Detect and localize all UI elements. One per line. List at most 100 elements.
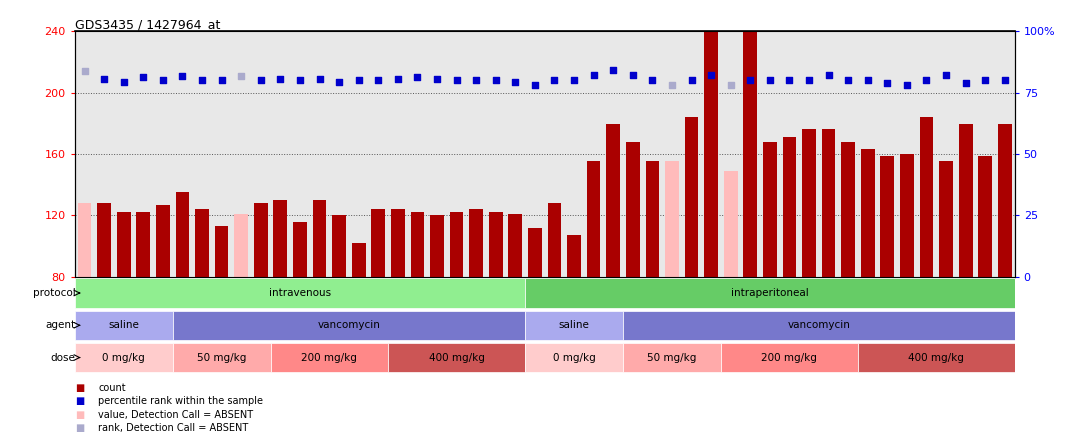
Text: 400 mg/kg: 400 mg/kg [428,353,485,363]
Bar [273,200,287,277]
Point [292,77,309,84]
Text: agent: agent [46,320,76,330]
Bar [528,228,541,277]
Bar [313,200,327,277]
Bar [783,137,797,277]
Bar [900,154,914,277]
Point [331,78,348,85]
Text: intraperitoneal: intraperitoneal [731,288,808,298]
Bar [724,171,738,277]
Point [663,82,680,89]
Bar [388,343,525,372]
Bar [626,142,640,277]
Bar [234,214,248,277]
Bar [332,215,346,277]
Bar [450,212,464,277]
Point [389,75,406,82]
Bar [116,212,130,277]
Point [722,82,739,89]
Bar [293,222,307,277]
Bar [567,235,581,277]
Bar [858,343,1015,372]
Bar [75,311,173,340]
Bar [372,209,386,277]
Text: 200 mg/kg: 200 mg/kg [301,353,357,363]
Text: intravenous: intravenous [269,288,331,298]
Text: dose: dose [51,353,76,363]
Point [271,75,288,82]
Bar [75,278,525,308]
Bar [173,343,270,372]
Bar [998,124,1011,277]
Bar [391,209,405,277]
Bar [920,117,933,277]
Bar [489,212,503,277]
Point [741,77,758,84]
Point [233,72,250,79]
Point [938,72,955,79]
Bar [645,161,659,277]
Bar [607,124,621,277]
Point [859,77,876,84]
Text: ■: ■ [75,410,84,420]
Bar [525,343,623,372]
Bar [623,343,721,372]
Point [506,78,523,85]
Text: vancomycin: vancomycin [787,320,850,330]
Point [449,77,466,84]
Bar [763,142,776,277]
Bar [665,161,679,277]
Text: value, Detection Call = ABSENT: value, Detection Call = ABSENT [98,410,253,420]
Bar [623,311,1015,340]
Text: 50 mg/kg: 50 mg/kg [197,353,247,363]
Bar [880,156,894,277]
Point [839,77,857,84]
Point [76,67,93,75]
Bar [254,203,268,277]
Point [193,77,210,84]
Point [644,77,661,84]
Bar [821,129,835,277]
Bar [861,149,875,277]
Point [527,82,544,89]
Bar [939,161,953,277]
Bar [195,209,209,277]
Point [801,77,818,84]
Bar [351,243,365,277]
Text: 0 mg/kg: 0 mg/kg [552,353,596,363]
Point [115,78,132,85]
Bar [97,203,111,277]
Text: ■: ■ [75,396,84,406]
Bar [525,311,623,340]
Point [174,72,191,79]
Point [918,77,936,84]
Bar [410,212,424,277]
Point [684,77,701,84]
Text: vancomycin: vancomycin [317,320,380,330]
Point [781,77,798,84]
Point [604,67,622,74]
Point [311,75,328,82]
Point [214,77,231,84]
Point [624,72,641,79]
Bar [743,0,757,277]
Text: ■: ■ [75,383,84,393]
Text: percentile rank within the sample: percentile rank within the sample [98,396,263,406]
Bar [469,209,483,277]
Text: 50 mg/kg: 50 mg/kg [647,353,696,363]
Bar [78,203,92,277]
Point [350,77,367,84]
Bar [959,124,973,277]
Text: rank, Detection Call = ABSENT: rank, Detection Call = ABSENT [98,424,249,433]
Bar [75,343,173,372]
Point [703,72,720,79]
Bar [270,343,388,372]
Bar [721,343,858,372]
Bar [508,214,522,277]
Point [566,77,583,84]
Text: 200 mg/kg: 200 mg/kg [761,353,817,363]
Bar [704,31,718,277]
Point [409,74,426,81]
Point [957,79,974,86]
Point [468,77,485,84]
